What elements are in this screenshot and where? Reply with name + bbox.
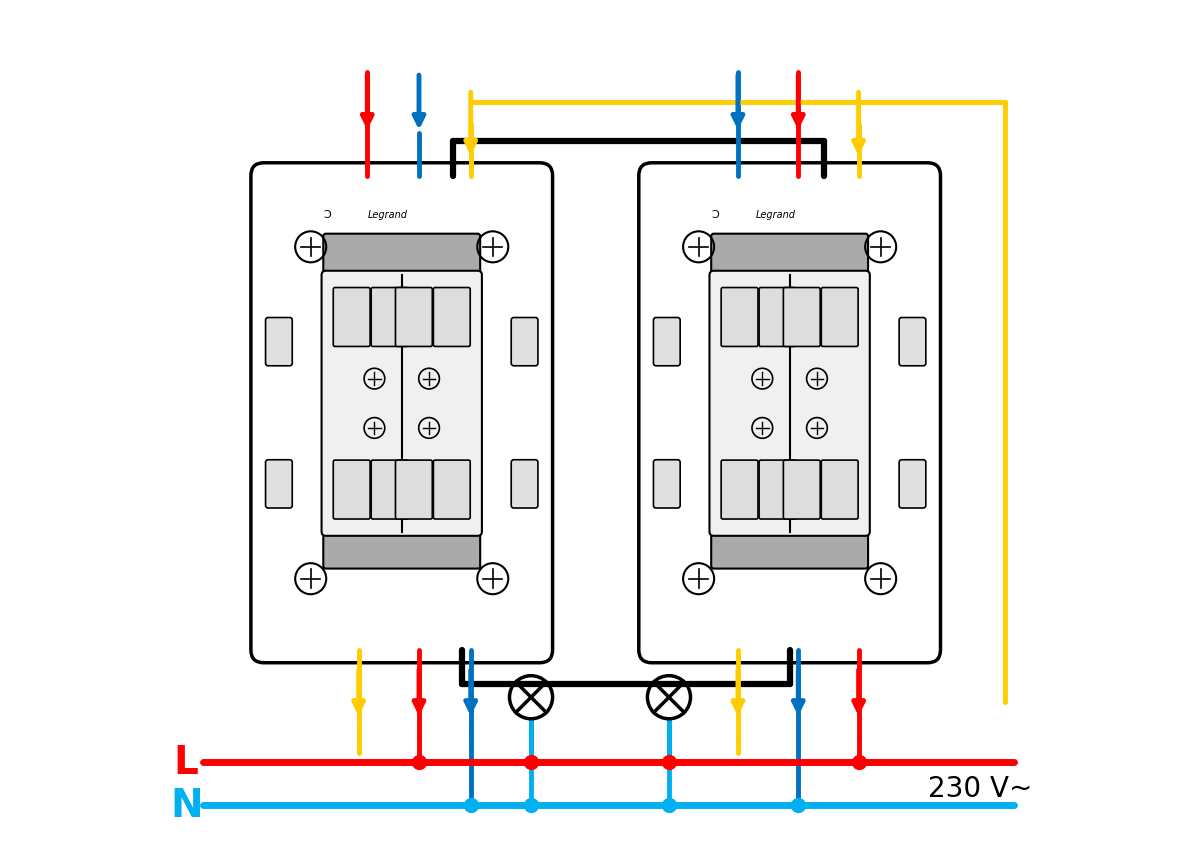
Text: Ↄ: Ↄ [323, 209, 331, 220]
FancyBboxPatch shape [784, 461, 820, 519]
Text: N: N [170, 786, 203, 824]
FancyBboxPatch shape [760, 288, 796, 347]
FancyBboxPatch shape [433, 461, 470, 519]
FancyBboxPatch shape [396, 288, 432, 347]
FancyBboxPatch shape [265, 461, 293, 508]
Text: Legrand: Legrand [756, 209, 796, 220]
FancyBboxPatch shape [721, 461, 758, 519]
FancyBboxPatch shape [899, 319, 926, 367]
Text: L: L [174, 743, 199, 781]
FancyBboxPatch shape [511, 319, 538, 367]
FancyBboxPatch shape [821, 461, 858, 519]
FancyBboxPatch shape [784, 288, 820, 347]
FancyBboxPatch shape [322, 271, 482, 536]
FancyBboxPatch shape [371, 461, 408, 519]
FancyBboxPatch shape [433, 288, 470, 347]
FancyBboxPatch shape [511, 461, 538, 508]
FancyBboxPatch shape [654, 461, 680, 508]
FancyBboxPatch shape [760, 461, 796, 519]
FancyBboxPatch shape [654, 319, 680, 367]
FancyBboxPatch shape [712, 234, 868, 278]
Text: 230 V~: 230 V~ [928, 774, 1032, 802]
FancyBboxPatch shape [899, 461, 926, 508]
Text: Legrand: Legrand [368, 209, 408, 220]
FancyBboxPatch shape [638, 164, 941, 663]
FancyBboxPatch shape [712, 525, 868, 569]
FancyBboxPatch shape [721, 288, 758, 347]
FancyBboxPatch shape [371, 288, 408, 347]
FancyBboxPatch shape [334, 461, 370, 519]
FancyBboxPatch shape [334, 288, 370, 347]
FancyBboxPatch shape [821, 288, 858, 347]
FancyBboxPatch shape [323, 234, 480, 278]
FancyBboxPatch shape [251, 164, 552, 663]
Text: Ↄ: Ↄ [712, 209, 719, 220]
FancyBboxPatch shape [396, 461, 432, 519]
FancyBboxPatch shape [265, 319, 293, 367]
FancyBboxPatch shape [323, 525, 480, 569]
FancyBboxPatch shape [709, 271, 870, 536]
